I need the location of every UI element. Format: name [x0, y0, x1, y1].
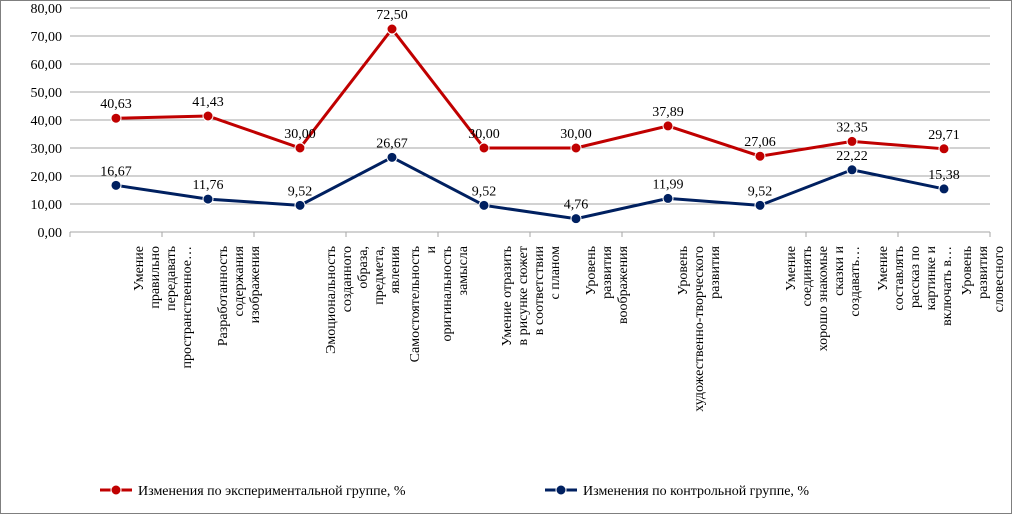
series-marker-1: [111, 180, 121, 190]
data-label: 4,76: [564, 198, 589, 213]
svg-text:создавать…: создавать…: [848, 246, 863, 317]
series-marker-0: [571, 143, 581, 153]
data-label: 32,35: [836, 120, 868, 135]
data-label: 11,76: [193, 178, 224, 193]
svg-text:развития: развития: [708, 245, 723, 298]
series-marker-1: [479, 200, 489, 210]
data-label: 72,50: [376, 8, 408, 23]
y-tick-label: 60,00: [31, 58, 63, 73]
svg-text:Самостоятельность: Самостоятельность: [408, 246, 423, 362]
svg-text:образа,: образа,: [356, 246, 371, 289]
series-marker-0: [111, 113, 121, 123]
svg-text:развития: развития: [600, 245, 615, 298]
data-label: 9,52: [748, 184, 773, 199]
svg-text:рассказ по: рассказ по: [908, 246, 923, 308]
svg-text:содержания: содержания: [232, 245, 247, 316]
svg-text:развития: развития: [976, 245, 991, 298]
svg-text:передавать: передавать: [164, 246, 179, 311]
series-marker-0: [939, 144, 949, 154]
svg-text:оригинальность: оригинальность: [440, 246, 455, 341]
series-marker-0: [387, 24, 397, 34]
legend-label: Изменения по экспериментальной группе, %: [138, 484, 406, 499]
data-label: 40,63: [100, 97, 132, 112]
series-marker-1: [387, 152, 397, 162]
svg-text:Уровень: Уровень: [584, 246, 599, 295]
svg-text:изображения: изображения: [248, 245, 263, 323]
svg-text:Эмоциональность: Эмоциональность: [324, 246, 339, 354]
series-marker-1: [203, 194, 213, 204]
y-tick-label: 30,00: [31, 142, 63, 157]
y-tick-label: 0,00: [38, 226, 63, 241]
data-label: 26,67: [376, 136, 408, 151]
svg-text:замысла: замысла: [456, 245, 471, 295]
svg-text:словесного: словесного: [992, 246, 1007, 312]
series-marker-0: [755, 151, 765, 161]
chart-svg: 0,00 10,00 20,00 30,00 40,00 50,00 60,00 70,00 8…: [0, 0, 1012, 514]
y-tick-label: 20,00: [31, 170, 63, 185]
svg-text:с планом: с планом: [548, 246, 563, 300]
svg-text:Уровень: Уровень: [960, 246, 975, 295]
series-marker-1: [571, 214, 581, 224]
data-label: 30,00: [468, 127, 500, 142]
svg-text:творчества: творчества: [1008, 245, 1012, 311]
svg-text:Умение: Умение: [784, 246, 799, 291]
data-label: 27,06: [744, 135, 776, 150]
series-marker-1: [755, 200, 765, 210]
series-marker-1: [663, 193, 673, 203]
svg-text:Умение: Умение: [876, 246, 891, 291]
data-label: 30,00: [284, 127, 316, 142]
svg-text:Умение отразить: Умение отразить: [500, 246, 515, 346]
series-marker-1: [939, 184, 949, 194]
y-tick-label: 80,00: [31, 2, 63, 17]
svg-text:воображения: воображения: [616, 245, 631, 324]
svg-text:пространственное…: пространственное…: [180, 246, 195, 369]
y-tick-label: 40,00: [31, 114, 63, 129]
data-label: 11,99: [653, 177, 684, 192]
series-marker-1: [847, 165, 857, 175]
svg-text:составлять: составлять: [892, 246, 907, 311]
legend-label: Изменения по контрольной группе, %: [583, 484, 809, 499]
svg-text:Уровень: Уровень: [676, 246, 691, 295]
svg-text:картинке и: картинке и: [924, 246, 939, 311]
svg-text:Разработанность: Разработанность: [216, 246, 231, 346]
data-label: 22,22: [836, 149, 868, 164]
legend-marker: [556, 485, 566, 495]
legend-marker: [111, 485, 121, 495]
data-label: 30,00: [560, 127, 592, 142]
data-label: 9,52: [472, 184, 497, 199]
y-tick-label: 50,00: [31, 86, 63, 101]
y-tick-label: 70,00: [31, 30, 63, 45]
series-marker-1: [295, 200, 305, 210]
data-label: 15,38: [928, 168, 960, 183]
series-marker-0: [295, 143, 305, 153]
svg-text:в рисунке сюжет: в рисунке сюжет: [516, 246, 531, 345]
svg-text:созданного: созданного: [340, 246, 355, 312]
svg-text:соединять: соединять: [800, 246, 815, 306]
svg-text:в соответствии: в соответствии: [532, 245, 547, 335]
data-label: 29,71: [928, 128, 960, 143]
series-marker-0: [847, 136, 857, 146]
svg-text:Умение: Умение: [132, 246, 147, 291]
data-label: 16,67: [100, 164, 132, 179]
y-tick-label: 10,00: [31, 198, 63, 213]
svg-text:предмета,: предмета,: [372, 246, 387, 305]
svg-text:явления: явления: [388, 245, 403, 293]
svg-text:включать в…: включать в…: [940, 246, 955, 326]
series-marker-0: [663, 121, 673, 131]
data-label: 37,89: [652, 105, 684, 120]
series-marker-0: [203, 111, 213, 121]
svg-text:хорошо знакомые: хорошо знакомые: [816, 246, 831, 351]
svg-text:правильно: правильно: [148, 246, 163, 309]
svg-text:сказки и: сказки и: [832, 246, 847, 296]
data-label: 41,43: [192, 95, 224, 110]
line-chart: 0,00 10,00 20,00 30,00 40,00 50,00 60,00 70,00 8…: [0, 0, 1012, 514]
series-marker-0: [479, 143, 489, 153]
svg-text:художественно-творческого: художественно-творческого: [692, 246, 707, 412]
data-label: 9,52: [288, 184, 313, 199]
svg-text:и: и: [424, 246, 439, 254]
